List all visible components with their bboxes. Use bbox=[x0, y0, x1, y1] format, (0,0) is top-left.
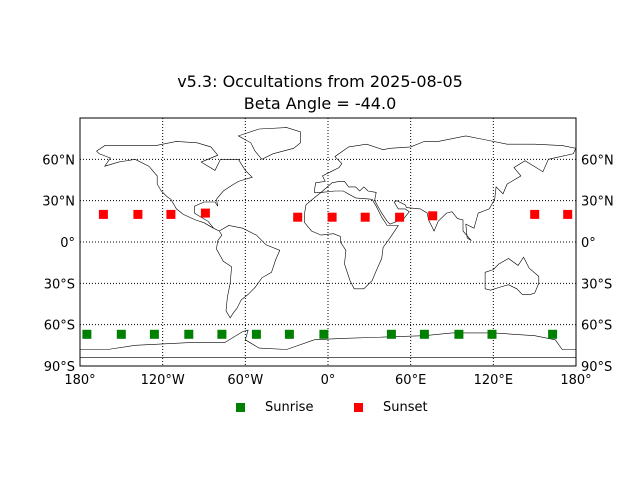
legend-label-sunrise: Sunrise bbox=[265, 400, 314, 415]
y-tick-label-right: 0° bbox=[581, 236, 596, 251]
sunset-point bbox=[166, 209, 176, 219]
y-tick-label-left: 0° bbox=[60, 236, 75, 251]
map-frame bbox=[79, 117, 577, 367]
x-tick-label: 180° bbox=[560, 373, 591, 388]
legend-item-sunrise: Sunrise bbox=[236, 400, 313, 415]
sunrise-point bbox=[251, 329, 261, 339]
sunset-point bbox=[98, 209, 108, 219]
sunset-point bbox=[428, 211, 438, 221]
sunrise-point bbox=[386, 329, 396, 339]
legend-item-sunset: Sunset bbox=[354, 400, 428, 415]
coastlines bbox=[79, 127, 577, 359]
y-tick-label-left: 60°S bbox=[44, 319, 75, 334]
y-tick-label-right: 60°N bbox=[581, 153, 614, 168]
sunrise-marker-icon bbox=[236, 403, 245, 412]
sunrise-point bbox=[284, 329, 294, 339]
x-tick-label: 120°W bbox=[141, 373, 185, 388]
legend-label-sunset: Sunset bbox=[383, 400, 428, 415]
sunset-point bbox=[133, 209, 143, 219]
sunrise-point bbox=[149, 329, 159, 339]
greenland-outline bbox=[237, 127, 301, 160]
tick-labels: 60°N 60°N 30°N 30°N 0° 0° 30°S 30°S 60°S 60°S 90°S… bbox=[42, 153, 614, 388]
sunset-point bbox=[563, 209, 573, 219]
south-america-outline bbox=[216, 225, 281, 319]
y-tick-label-right: 30°N bbox=[581, 195, 614, 210]
sunset-point bbox=[327, 212, 337, 222]
sunrise-point bbox=[419, 329, 429, 339]
north-america-outline bbox=[96, 141, 253, 232]
sunrise-point bbox=[454, 329, 464, 339]
africa-outline bbox=[304, 190, 399, 290]
chart-subtitle: Beta Angle = -44.0 bbox=[243, 94, 397, 113]
markers bbox=[82, 208, 573, 339]
x-tick-label: 180° bbox=[64, 373, 95, 388]
x-tick-label: 60°W bbox=[227, 373, 263, 388]
sunset-point bbox=[293, 212, 303, 222]
sunset-point bbox=[200, 208, 210, 218]
sunset-point bbox=[360, 212, 370, 222]
sunrise-point bbox=[487, 329, 497, 339]
y-tick-label-right: 90°S bbox=[581, 360, 612, 375]
sunrise-point bbox=[217, 329, 227, 339]
sunset-point bbox=[530, 209, 540, 219]
y-tick-label-left: 30°S bbox=[44, 277, 75, 292]
y-tick-label-right: 60°S bbox=[581, 319, 612, 334]
x-tick-label: 0° bbox=[321, 373, 336, 388]
sunrise-point bbox=[184, 329, 194, 339]
x-tick-label: 120°E bbox=[474, 373, 514, 388]
eurasia-outline bbox=[313, 135, 577, 241]
sunset-point bbox=[395, 212, 405, 222]
y-tick-label-left: 90°S bbox=[44, 360, 75, 375]
graticule bbox=[80, 118, 576, 366]
y-tick-label-left: 60°N bbox=[42, 153, 75, 168]
antarctica-outline bbox=[79, 329, 577, 359]
legend: Sunrise Sunset bbox=[0, 400, 640, 418]
sunrise-point bbox=[319, 329, 329, 339]
australia-outline bbox=[484, 256, 540, 295]
sunrise-point bbox=[116, 329, 126, 339]
sunrise-point bbox=[548, 329, 558, 339]
y-tick-label-right: 30°S bbox=[581, 277, 612, 292]
sunset-marker-icon bbox=[354, 403, 363, 412]
x-tick-label: 60°E bbox=[395, 373, 426, 388]
y-tick-label-left: 30°N bbox=[42, 195, 75, 210]
chart-title: v5.3: Occultations from 2025-08-05 bbox=[177, 72, 463, 91]
sunrise-point bbox=[82, 329, 92, 339]
